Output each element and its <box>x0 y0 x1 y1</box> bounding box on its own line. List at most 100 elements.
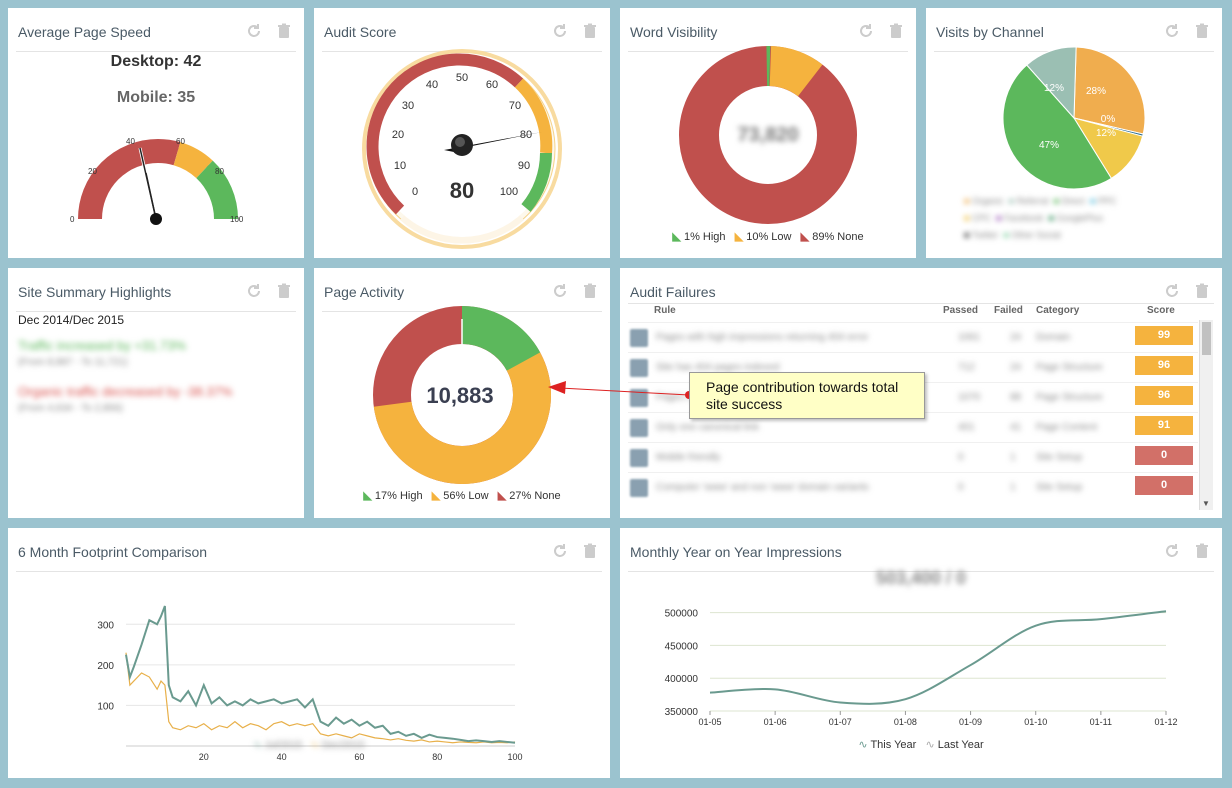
rule-icon <box>630 389 648 407</box>
dial-tick: 60 <box>486 79 498 91</box>
table-row[interactable]: Pages with high impressions returning 40… <box>628 322 1198 353</box>
pie-label: 0% <box>1101 114 1116 125</box>
column-header[interactable]: Rule <box>654 305 676 316</box>
legend-item[interactable]: Jul/2015 <box>264 740 303 751</box>
legend-item[interactable]: Direct <box>1061 196 1085 206</box>
refresh-icon[interactable] <box>1164 283 1180 299</box>
panel-visits-by-channel: Visits by Channel 28% 0% 12% 47% 12% ■ O… <box>926 8 1222 258</box>
legend-item[interactable]: 17% High <box>374 490 423 502</box>
category: Site Setup <box>1036 452 1083 463</box>
trash-icon[interactable] <box>1194 23 1210 39</box>
trash-icon[interactable] <box>582 543 598 559</box>
category: Domain <box>1036 332 1071 343</box>
column-header[interactable]: Score <box>1147 305 1175 316</box>
panel-header: Audit Failures <box>628 268 1214 304</box>
desktop-score: Desktop: 42 <box>110 53 202 70</box>
chart-legend: ∿ Jul/2015 ∿ Dec/2015 <box>253 740 365 751</box>
failed-count: 1 <box>1010 452 1016 463</box>
refresh-icon[interactable] <box>552 543 568 559</box>
dial-tick: 50 <box>456 72 468 84</box>
page-activity-total: 10,883 <box>426 383 493 408</box>
donut-legend: ◣ 1% High ◣ 10% Low ◣ 89% None <box>672 231 864 243</box>
rule-name[interactable]: Only one canonical link <box>656 422 759 433</box>
audit-score-dial: 0 10 20 30 40 50 60 70 80 90 100 80 <box>362 49 562 249</box>
rule-name[interactable]: Site has 404 pages indexed <box>656 362 780 373</box>
column-header[interactable]: Passed <box>943 305 979 316</box>
refresh-icon[interactable] <box>246 283 262 299</box>
refresh-icon[interactable] <box>1164 23 1180 39</box>
pie-label: 47% <box>1039 140 1059 151</box>
dial-tick: 20 <box>392 129 404 141</box>
word-visibility-total: 73,820 <box>737 124 799 146</box>
panel-page-activity: Page Activity 10,883 ◣ 17% High ◣ 56% Lo… <box>314 268 610 518</box>
callout-tooltip: Page contribution towards total site suc… <box>689 372 925 419</box>
panel-header: Average Page Speed <box>16 8 296 52</box>
trash-icon[interactable] <box>276 283 292 299</box>
passed-count: 0 <box>958 482 964 493</box>
donut-legend: ◣ 17% High ◣ 56% Low ◣ 27% None <box>363 490 561 502</box>
panel-site-summary: Site Summary Highlights Dec 2014/Dec 201… <box>8 268 304 518</box>
y-tick-label: 350000 <box>665 707 699 718</box>
refresh-icon[interactable] <box>246 23 262 39</box>
pie-slice <box>1026 46 1077 120</box>
failed-count: 24 <box>1010 362 1022 373</box>
legend-item[interactable]: Last Year <box>937 739 984 751</box>
legend-item[interactable]: 56% Low <box>443 490 489 502</box>
category: Page Structure <box>1036 392 1103 403</box>
rule-name[interactable]: Pages with high impressions returning 40… <box>656 332 869 343</box>
dial-tick: 100 <box>500 186 518 198</box>
rule-icon <box>630 329 648 347</box>
rule-name[interactable]: Computer 'www' and non 'www' domain vari… <box>656 482 869 493</box>
legend-item[interactable]: Twitter <box>971 230 999 240</box>
legend-item[interactable]: This Year <box>870 739 917 751</box>
legend-item[interactable]: Facebook <box>1003 213 1044 223</box>
category: Page Structure <box>1036 362 1103 373</box>
trash-icon[interactable] <box>582 283 598 299</box>
x-tick-label: 01-12 <box>1154 717 1177 727</box>
legend-item[interactable]: GooglePlus <box>1056 213 1103 223</box>
page-speed-gauge: 0 20 40 60 80 100 <box>70 137 244 225</box>
rule-name[interactable]: Mobile friendly <box>656 452 721 463</box>
dial-tick: 90 <box>518 160 530 172</box>
gauge-tick: 80 <box>215 167 224 176</box>
impressions-line-chart: 350000 400000 450000 500000 01-05 01-06 01-07 0… <box>665 609 1178 727</box>
table-row[interactable]: Site has 404 pages indexed 712 24 Page Stru… <box>628 352 1198 383</box>
failed-count: 1 <box>1010 482 1016 493</box>
trash-icon[interactable] <box>276 23 292 39</box>
x-tick-label: 01-11 <box>1090 717 1112 727</box>
trash-icon[interactable] <box>582 23 598 39</box>
category: Page Content <box>1036 422 1098 433</box>
column-header[interactable]: Category <box>1036 305 1080 316</box>
legend-item[interactable]: Dec/2015 <box>321 740 365 751</box>
table-row[interactable]: Mobile friendly 0 1 Site Setup 0 <box>628 442 1198 473</box>
panel-footprint-comparison: 6 Month Footprint Comparison 100 200 300 20… <box>8 528 610 778</box>
legend-item[interactable]: CPC <box>971 213 991 223</box>
legend-item[interactable]: Other Social <box>1011 230 1061 240</box>
refresh-icon[interactable] <box>552 283 568 299</box>
word-visibility-donut <box>679 45 857 224</box>
legend-item[interactable]: Organic <box>971 196 1004 206</box>
legend-item[interactable]: 1% High <box>683 231 726 243</box>
trash-icon[interactable] <box>1194 283 1210 299</box>
refresh-icon[interactable] <box>552 23 568 39</box>
pie-label: 12% <box>1044 83 1064 94</box>
panel-title: Monthly Year on Year Impressions <box>630 544 842 560</box>
gauge-tick: 40 <box>126 137 135 146</box>
legend-item[interactable]: 89% None <box>812 231 864 243</box>
category: Site Setup <box>1036 482 1083 493</box>
footprint-line-chart: 100 200 300 20 40 60 80 100 <box>97 605 523 762</box>
refresh-icon[interactable] <box>1164 543 1180 559</box>
legend-item[interactable]: Referral <box>1016 196 1049 206</box>
refresh-icon[interactable] <box>858 23 874 39</box>
table-row[interactable]: Computer 'www' and non 'www' domain vari… <box>628 472 1198 503</box>
score-badge: 91 <box>1135 416 1193 435</box>
table-scrollbar[interactable]: ▼ <box>1199 320 1213 510</box>
x-tick-label: 01-08 <box>894 717 917 727</box>
column-header[interactable]: Failed <box>994 305 1023 316</box>
trash-icon[interactable] <box>1194 543 1210 559</box>
legend-item[interactable]: 27% None <box>509 490 561 502</box>
trash-icon[interactable] <box>888 23 904 39</box>
legend-item[interactable]: 10% Low <box>746 231 792 243</box>
legend-item[interactable]: PPC <box>1097 196 1117 206</box>
x-tick-label: 20 <box>199 752 209 762</box>
